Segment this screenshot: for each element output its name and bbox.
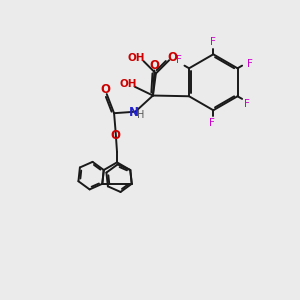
Text: F: F: [244, 99, 250, 109]
Text: H: H: [137, 110, 145, 120]
Text: O: O: [110, 129, 121, 142]
Text: N: N: [129, 106, 139, 119]
Text: F: F: [210, 37, 216, 46]
Text: OH: OH: [128, 52, 145, 62]
Text: F: F: [247, 59, 253, 69]
Text: F: F: [209, 118, 215, 128]
Text: O: O: [167, 51, 177, 64]
Text: OH: OH: [119, 79, 137, 89]
Text: O: O: [149, 59, 159, 72]
Text: F: F: [176, 55, 182, 65]
Text: O: O: [100, 82, 110, 95]
